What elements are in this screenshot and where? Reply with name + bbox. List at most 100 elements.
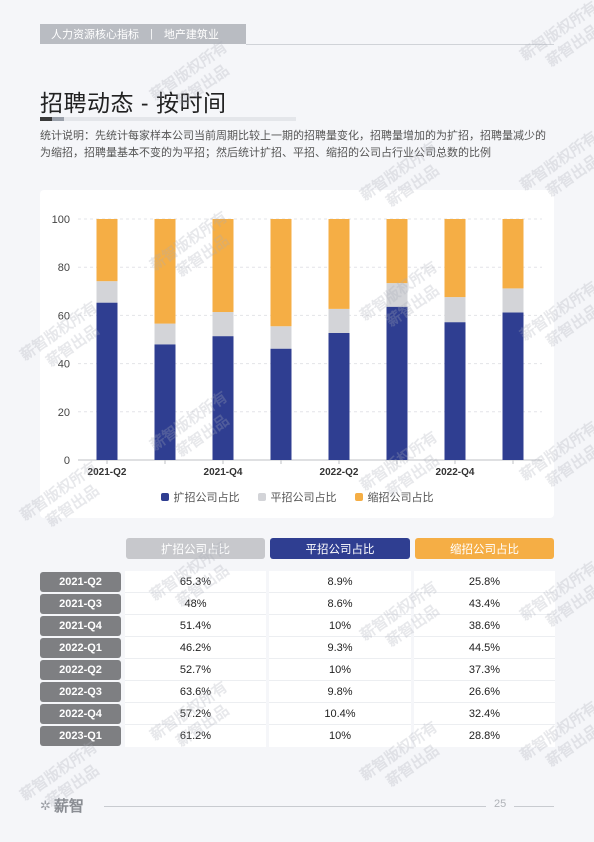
table-cell-expand: 63.6% — [125, 681, 266, 703]
bar-segment — [96, 281, 118, 303]
chart-card: 0 20 40 60 80 100 2021-Q2 2021-Q4 2022-Q2 2022-Q4… — [40, 190, 554, 518]
bar-segment — [386, 219, 408, 284]
y-tick-label: 40 — [58, 359, 70, 371]
bar-segment — [96, 302, 118, 460]
row-period-label: 2022-Q2 — [40, 660, 121, 680]
table-cell-flat: 9.3% — [269, 637, 411, 659]
bar-segment — [386, 283, 408, 307]
bar-segment — [212, 219, 234, 313]
bar-segment — [328, 332, 350, 460]
bar-segment — [444, 219, 466, 298]
table-cell-flat: 10% — [269, 615, 411, 637]
table-cell-shrink: 44.5% — [414, 637, 555, 659]
table-cell-expand: 48% — [125, 593, 266, 615]
legend-label: 缩招公司占比 — [367, 492, 434, 504]
table-cell-flat: 9.8% — [269, 681, 411, 703]
table-header-flat-header: 平招公司占比 — [270, 538, 410, 559]
table-row: 2021-Q2 65.3% 8.9% 25.8% — [40, 571, 555, 593]
bar-segment — [212, 312, 234, 337]
row-period-label: 2023-Q1 — [40, 726, 121, 746]
table-cell-expand: 61.2% — [125, 725, 266, 747]
bar-segment — [502, 288, 524, 313]
bar-segment — [328, 219, 350, 309]
table-row: 2022-Q1 46.2% 9.3% 44.5% — [40, 637, 555, 659]
chart-legend: 扩招公司占比 平招公司占比 缩招公司占比 — [40, 489, 554, 505]
table-cell-shrink: 26.6% — [414, 681, 555, 703]
table-header-shrink-header: 缩招公司占比 — [415, 538, 554, 559]
table-cell-shrink: 25.8% — [414, 571, 555, 593]
stacked-bar-chart: 0 20 40 60 80 100 2021-Q2 2021-Q4 2022-Q2 2022-Q4 — [52, 214, 542, 478]
watermark-text: 薪智版权所有 薪智出品 — [517, 0, 594, 71]
footer-brand: 薪智 — [53, 798, 84, 815]
row-period-label: 2021-Q4 — [40, 616, 121, 636]
row-period-label: 2021-Q2 — [40, 572, 121, 592]
table-row: 2022-Q2 52.7% 10% 37.3% — [40, 659, 555, 681]
footer-logo: ✲ 薪智 — [40, 795, 84, 816]
legend-swatch — [257, 493, 266, 501]
legend-label: 平招公司占比 — [270, 492, 337, 504]
page-number: 25 — [486, 798, 515, 810]
row-period-label: 2022-Q3 — [40, 682, 121, 702]
page-title: 招聘动态 - 按时间 — [40, 90, 227, 116]
row-period-label: 2021-Q3 — [40, 594, 121, 614]
bar-segment — [502, 219, 524, 289]
y-tick-label: 0 — [64, 455, 70, 467]
brand-logo-icon: ✲ — [40, 797, 51, 813]
description-text: 统计说明：先统计每家样本公司当前周期比较上一期的招聘量变化，招聘量增加的为扩招，… — [40, 130, 546, 159]
header-separator: | — [150, 28, 153, 40]
bar-segment — [444, 322, 466, 460]
table-cell-flat: 8.9% — [269, 571, 411, 593]
table-row: 2021-Q3 48% 8.6% 43.4% — [40, 593, 555, 615]
bar-segment — [270, 326, 292, 349]
header-section: 人力资源核心指标 — [51, 29, 139, 41]
table-cell-flat: 10.4% — [269, 703, 411, 725]
bar-segment — [154, 344, 176, 460]
table-cell-flat: 10% — [269, 725, 411, 747]
bar-segment — [270, 348, 292, 460]
table-cell-expand: 57.2% — [125, 703, 266, 725]
legend-item[interactable]: 缩招公司占比 — [354, 489, 434, 505]
table-cell-flat: 10% — [269, 659, 411, 681]
table-cell-expand: 51.4% — [125, 615, 266, 637]
table-cell-expand: 65.3% — [125, 571, 266, 593]
table-row: 2022-Q3 63.6% 9.8% 26.6% — [40, 681, 555, 703]
y-tick-label: 80 — [58, 262, 70, 274]
x-tick-label: 2022-Q2 — [320, 467, 359, 478]
bar-segment — [270, 219, 292, 327]
bar-segment — [328, 308, 350, 333]
legend-swatch — [354, 493, 363, 501]
row-period-label: 2022-Q4 — [40, 704, 121, 724]
header-subsection: 地产建筑业 — [163, 29, 219, 41]
header-rule — [246, 44, 554, 45]
bar-segment — [212, 336, 234, 460]
table-cell-shrink: 37.3% — [414, 659, 555, 681]
title-underline — [40, 117, 296, 121]
row-period-label: 2022-Q1 — [40, 638, 121, 658]
table-cell-expand: 46.2% — [125, 637, 266, 659]
footer-rule — [104, 806, 554, 807]
bar-segment — [502, 312, 524, 460]
bar-segment — [444, 297, 466, 323]
table-cell-flat: 8.6% — [269, 593, 411, 615]
header-tag: 人力资源核心指标 | 地产建筑业 — [40, 24, 246, 44]
table-header-expand-header: 扩招公司占比 — [126, 538, 265, 559]
x-tick-label: 2021-Q2 — [88, 467, 127, 478]
bar-segment — [154, 323, 176, 345]
legend-item[interactable]: 平招公司占比 — [257, 489, 337, 505]
bar-segment — [154, 219, 176, 324]
table-row: 2023-Q1 61.2% 10% 28.8% — [40, 725, 555, 747]
table-cell-shrink: 43.4% — [414, 593, 555, 615]
bar-segment — [96, 219, 118, 282]
y-tick-label: 20 — [58, 407, 70, 419]
y-tick-label: 60 — [58, 310, 70, 322]
legend-swatch — [160, 493, 169, 501]
x-tick-label: 2021-Q4 — [204, 467, 243, 478]
legend-label: 扩招公司占比 — [173, 492, 240, 504]
table-cell-shrink: 38.6% — [414, 615, 555, 637]
table-row: 2022-Q4 57.2% 10.4% 32.4% — [40, 703, 555, 725]
legend-item[interactable]: 扩招公司占比 — [160, 489, 240, 505]
table-row: 2021-Q4 51.4% 10% 38.6% — [40, 615, 555, 637]
y-tick-label: 100 — [52, 214, 70, 226]
bar-segment — [386, 306, 408, 460]
table-cell-expand: 52.7% — [125, 659, 266, 681]
